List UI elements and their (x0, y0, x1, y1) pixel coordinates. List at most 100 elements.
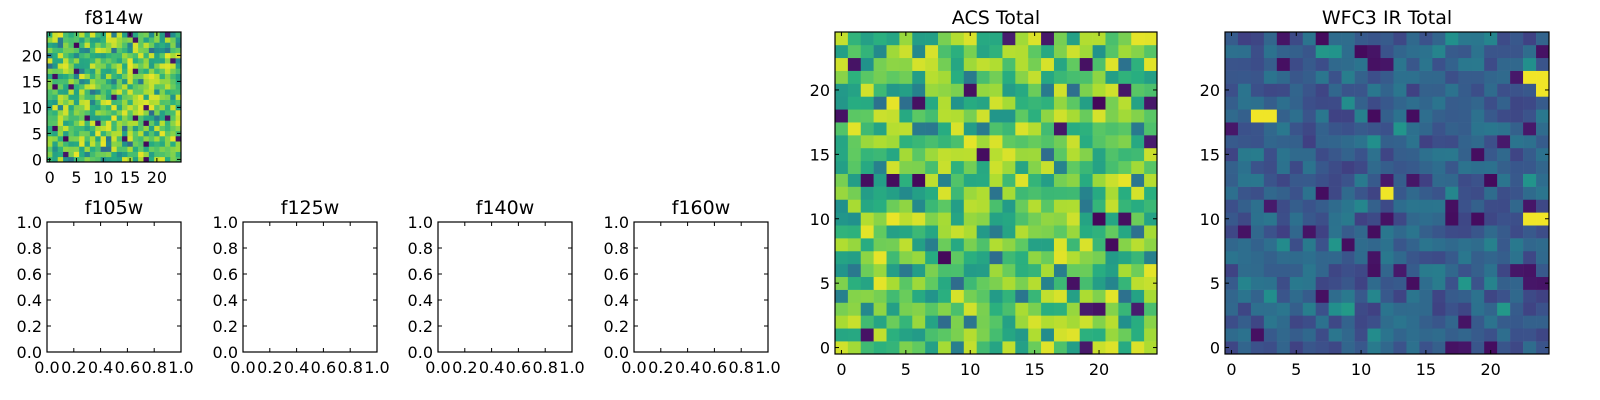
heatmap-cell (1445, 263, 1459, 278)
heatmap-cell (1237, 276, 1252, 290)
heatmap-cell (52, 136, 59, 142)
heatmap-cell (925, 83, 939, 97)
heatmap-cell (1066, 70, 1081, 84)
heatmap-cell (95, 63, 101, 69)
heatmap-cell (1302, 135, 1317, 149)
heatmap-cell (1471, 70, 1485, 84)
heatmap-cell (175, 68, 182, 74)
heatmap-cell (1041, 328, 1055, 342)
heatmap-cell (100, 120, 107, 126)
heatmap-cell (847, 70, 862, 84)
heatmap-cell (148, 141, 155, 147)
subplot-f160w: 0.0 0.2 0.4 0.6 0.8 1.00.00.20.40.60.81.0f160… (604, 197, 781, 377)
heatmap-cell (1144, 328, 1158, 342)
y-tick-label: 15 (1200, 145, 1220, 164)
heatmap-cell (148, 130, 155, 137)
heatmap-cell (1002, 135, 1016, 149)
heatmap-cell (164, 78, 171, 85)
heatmap-cell (886, 186, 900, 200)
heatmap-cell (100, 110, 107, 116)
heatmap-cell (1118, 122, 1132, 136)
heatmap-cell (143, 120, 150, 126)
heatmap-cell (1523, 135, 1537, 149)
heatmap-cell (127, 89, 134, 95)
heatmap-cell (1536, 341, 1550, 355)
heatmap-cell (1028, 289, 1042, 303)
heatmap-cell (1263, 109, 1278, 123)
heatmap-cell (57, 89, 64, 95)
heatmap-cell (1458, 276, 1472, 290)
heatmap-cell (873, 315, 887, 329)
heatmap-cell (1276, 122, 1291, 136)
heatmap-cell (899, 302, 913, 316)
x-tick-label: 15 (1024, 360, 1044, 379)
heatmap-cell (89, 125, 96, 132)
heatmap-cell (175, 99, 182, 106)
heatmap-cell (52, 89, 59, 95)
heatmap-cell (52, 110, 59, 116)
heatmap-cell (170, 125, 176, 132)
heatmap-cell (127, 110, 134, 116)
heatmap-cell (105, 104, 112, 111)
heatmap-cell (976, 70, 990, 84)
heatmap-cell (1015, 263, 1029, 278)
heatmap-cell (912, 147, 926, 162)
heatmap-cell (1302, 147, 1317, 162)
heatmap-cell (1510, 186, 1524, 200)
heatmap-cell (1484, 96, 1498, 110)
heatmap-cell (1341, 250, 1355, 265)
heatmap-cell (95, 136, 101, 142)
heatmap-cell (1315, 135, 1329, 149)
heatmap-cell (950, 83, 965, 97)
heatmap-cell (1510, 341, 1524, 355)
heatmap-cell (989, 135, 1003, 149)
heatmap-cell (111, 73, 117, 80)
heatmap-cell (860, 341, 874, 355)
heatmap-cell (111, 78, 117, 85)
heatmap-cell (164, 47, 171, 54)
heatmap-cell (963, 276, 977, 290)
heatmap-cell (1079, 44, 1093, 59)
heatmap-cell (127, 151, 134, 158)
heatmap-cell (148, 146, 155, 152)
heatmap-cell (1341, 225, 1355, 239)
heatmap-cell (1393, 160, 1407, 174)
heatmap-cell (52, 47, 59, 54)
heatmap-cell (989, 109, 1003, 123)
heatmap-cell (148, 73, 155, 80)
heatmap-cell (57, 156, 64, 163)
heatmap-cell (1484, 83, 1498, 97)
heatmap-cell (73, 78, 80, 85)
heatmap-cell (68, 89, 75, 95)
heatmap-cell (1328, 341, 1342, 355)
subplot-f105w: 0.0 0.2 0.4 0.6 0.8 1.00.00.20.40.60.81.0f105… (17, 197, 194, 377)
heatmap-cell (1092, 302, 1106, 316)
heatmap-cell (154, 52, 160, 59)
heatmap-cell (938, 109, 952, 123)
x-tick-label: 0 (1226, 360, 1236, 379)
y-tick-label: 15 (22, 72, 42, 91)
heatmap-cell (1289, 225, 1304, 239)
heatmap-cell (1406, 83, 1420, 97)
heatmap-cell (1276, 109, 1291, 123)
heatmap-cell (912, 289, 926, 303)
heatmap-cell (122, 73, 128, 80)
heatmap-cell (835, 83, 849, 97)
heatmap-cell (938, 315, 952, 329)
heatmap-cell (950, 135, 965, 149)
heatmap-cell (860, 225, 874, 239)
heatmap-cell (1225, 147, 1239, 162)
heatmap-cell (1276, 276, 1291, 290)
heatmap-cell (1393, 57, 1407, 71)
heatmap-cell (847, 135, 862, 149)
heatmap-cell (1341, 122, 1355, 136)
heatmap-cell (847, 44, 862, 59)
heatmap-cell (100, 42, 107, 48)
heatmap-cell (154, 104, 160, 111)
heatmap-cell (1041, 109, 1055, 123)
heatmap-cell (154, 110, 160, 116)
heatmap-cell (1510, 135, 1524, 149)
heatmap-cell (1118, 199, 1132, 213)
heatmap-cell (1041, 289, 1055, 303)
heatmap-cell (170, 94, 176, 100)
